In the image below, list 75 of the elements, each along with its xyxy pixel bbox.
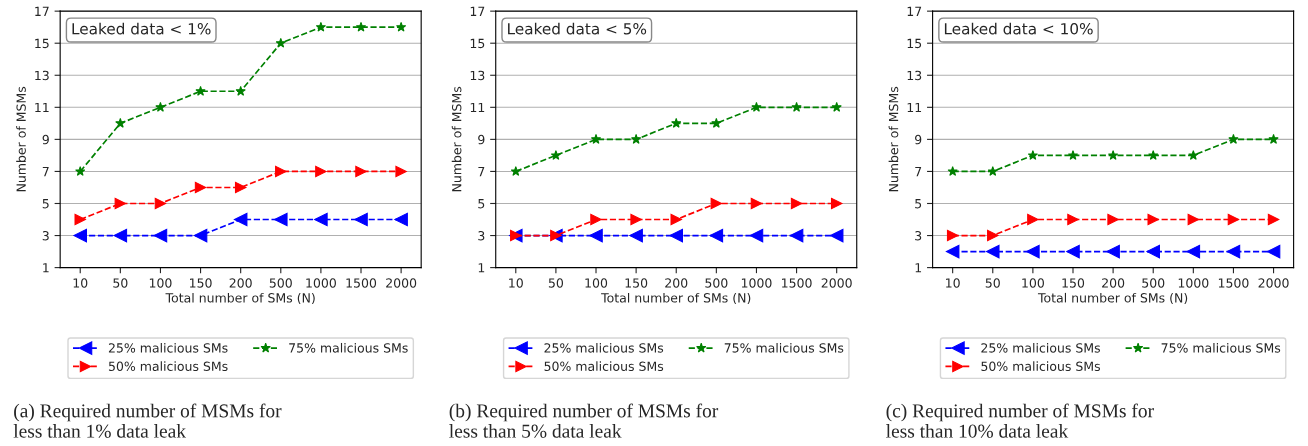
x-tick-label: 1500 [782, 278, 812, 288]
y-tick-label: 17 [35, 6, 49, 16]
x-tick-label: 2000 [1258, 278, 1289, 288]
y-tick-label: 15 [470, 38, 485, 49]
y-tick-label: 3 [42, 231, 49, 241]
y-axis-title: Number of MSMs [888, 86, 899, 192]
x-tick-label: 1500 [1218, 278, 1249, 288]
x-tick-label: 2000 [386, 278, 417, 288]
y-tick-label: 5 [478, 199, 485, 209]
y-tick-label: 11 [907, 102, 922, 113]
legend-label: 50% malicious SMs [544, 361, 664, 371]
legend-label: 25% malicious SMs [544, 342, 664, 353]
y-axis-title: Number of MSMs [16, 86, 26, 192]
x-tick-label: 1000 [306, 278, 336, 288]
y-tick-label: 9 [42, 134, 49, 145]
y-tick-label: 1 [43, 263, 49, 273]
y-tick-label: 17 [470, 6, 485, 16]
legend-label: 50% malicious SMs [108, 361, 228, 371]
x-tick-label: 150 [625, 278, 648, 288]
legend-label: 75% malicious SMs [1161, 342, 1281, 353]
y-tick-label: 7 [915, 167, 922, 177]
y-tick-label: 11 [35, 102, 49, 113]
y-tick-label: 9 [915, 134, 922, 145]
x-tick-label: 1000 [1178, 278, 1209, 288]
x-tick-label: 100 [149, 278, 172, 288]
x-tick-label: 10 [73, 278, 88, 288]
y-tick-label: 15 [35, 38, 49, 49]
x-tick-label: 50 [985, 278, 1000, 288]
y-tick-label: 5 [915, 199, 922, 209]
annotation: Leaked data < 10% [944, 22, 1093, 35]
y-axis-title: Number of MSMs [451, 86, 462, 192]
legend-label: 25% malicious SMs [108, 342, 228, 353]
y-tick-label: 5 [42, 199, 49, 209]
y-tick-label: 3 [915, 231, 922, 241]
x-tick-label: 150 [1062, 278, 1085, 288]
y-tick-label: 1 [478, 263, 485, 273]
y-tick-label: 13 [35, 70, 49, 81]
x-tick-label: 2000 [821, 278, 852, 288]
x-axis-title: Total number of SMs (N) [1037, 292, 1188, 305]
x-tick-label: 100 [1022, 278, 1044, 288]
x-axis-title: Total number of SMs (N) [601, 292, 751, 305]
x-tick-label: 500 [1142, 278, 1165, 288]
y-tick-label: 9 [478, 134, 485, 145]
y-tick-label: 7 [42, 167, 49, 177]
text: (c) Required number of MSMs for less than 10% data leak [886, 403, 1154, 438]
legend-label: 75% malicious SMs [724, 342, 844, 353]
x-tick-label: 150 [190, 278, 212, 288]
annotation: Leaked data < 1% [72, 22, 211, 35]
x-tick-label: 10 [509, 278, 523, 288]
text: (a) Required number of MSMs for less than 1% data leak [13, 403, 282, 438]
y-tick-label: 1 [915, 263, 922, 273]
y-tick-label: 17 [907, 6, 922, 16]
x-tick-label: 200 [665, 278, 688, 288]
x-tick-label: 1500 [346, 278, 377, 288]
x-tick-label: 500 [705, 278, 728, 288]
legend-label: 25% malicious SMs [981, 342, 1100, 353]
y-tick-label: 13 [470, 70, 485, 81]
y-tick-label: 15 [907, 38, 922, 49]
x-tick-label: 200 [1102, 278, 1125, 288]
legend-label: 75% malicious SMs [289, 342, 408, 353]
x-tick-label: 10 [946, 278, 960, 288]
y-tick-label: 11 [470, 102, 485, 113]
annotation: Leaked data < 5% [508, 22, 647, 35]
x-tick-label: 200 [229, 278, 252, 288]
y-tick-label: 13 [907, 70, 922, 81]
x-tick-label: 50 [113, 278, 128, 288]
x-tick-label: 50 [548, 278, 564, 288]
x-tick-label: 1000 [741, 278, 772, 288]
legend-label: 50% malicious SMs [981, 361, 1100, 371]
text: (b) Required number of MSMs for less than 5% data leak [449, 403, 719, 438]
x-axis-title: Total number of SMs (N) [165, 292, 315, 305]
x-tick-label: 500 [269, 278, 292, 288]
y-tick-label: 3 [478, 231, 485, 241]
y-tick-label: 7 [478, 167, 485, 177]
x-tick-label: 100 [585, 278, 608, 288]
